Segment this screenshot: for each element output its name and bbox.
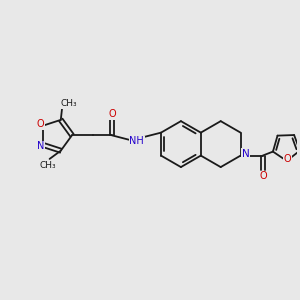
- Text: N: N: [242, 149, 250, 159]
- Text: O: O: [284, 154, 291, 164]
- Text: O: O: [37, 119, 44, 129]
- Text: O: O: [260, 171, 267, 181]
- Text: N: N: [37, 141, 44, 151]
- Text: CH₃: CH₃: [40, 161, 56, 170]
- Text: CH₃: CH₃: [60, 99, 77, 108]
- Text: O: O: [109, 109, 116, 119]
- Text: NH: NH: [129, 136, 144, 146]
